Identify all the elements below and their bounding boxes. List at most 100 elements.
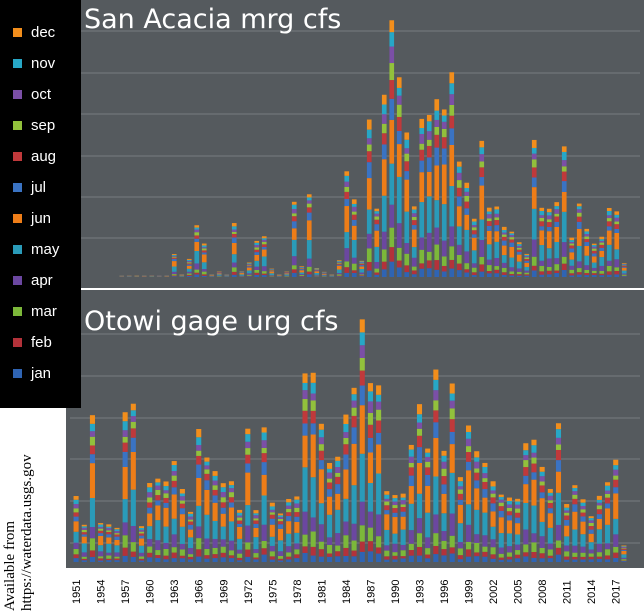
otowi-bar-2009-apr: [547, 543, 553, 550]
san-acacia-bar-2005-mar: [524, 272, 530, 275]
otowi-bar-1997-may: [449, 472, 455, 514]
san-acacia-bar-1985-jun: [374, 230, 380, 247]
san-acacia-bar-1991-aug: [419, 149, 425, 161]
san-acacia-bar-1969-aug: [254, 249, 260, 253]
san-acacia-bar-1988-jul: [396, 130, 402, 145]
san-acacia-bar-1969-mar: [254, 269, 260, 273]
otowi-bar-2012-mar: [572, 552, 578, 557]
otowi-bar-2018-feb: [621, 560, 627, 562]
otowi-bar-1984-mar: [343, 535, 349, 548]
legend-swatch-sep: [13, 120, 22, 130]
san-acacia-bar-1980-jun: [336, 265, 342, 270]
otowi-bar-2005-nov: [515, 501, 521, 505]
otowi-bar-2011-nov: [564, 507, 570, 511]
san-acacia-bar-1995-feb: [449, 259, 455, 269]
san-acacia-bar-1980-feb: [336, 275, 342, 277]
otowi-bar-1969-apr: [220, 539, 226, 547]
san-acacia-bar-1962-jun: [201, 254, 207, 263]
otowi-bar-1968-may: [212, 520, 218, 539]
otowi-bar-2011-jul: [564, 519, 570, 526]
san-acacia-bar-1970-aug: [261, 244, 267, 247]
x-tick-label-1993: 1993: [415, 580, 427, 604]
otowi-bar-2003-mar: [498, 553, 504, 558]
otowi-bar-1986-nov: [359, 332, 365, 346]
otowi-bar-1959-mar: [138, 556, 145, 559]
san-acacia-bar-1997-aug: [464, 201, 470, 209]
otowi-bar-1959-sep: [138, 531, 145, 534]
san-acacia-bar-1977-may: [314, 273, 320, 275]
san-acacia-bar-1992-apr: [426, 232, 432, 252]
san-acacia-bar-1960-apr: [186, 271, 192, 274]
otowi-bar-1989-jan: [384, 559, 390, 562]
otowi-bar-1983-feb: [335, 551, 341, 557]
otowi-bar-1964-jan: [179, 558, 185, 562]
otowi-bar-1972-mar: [245, 542, 251, 550]
san-acacia-bar-1974-nov: [291, 204, 297, 209]
san-acacia-bar-2000-sep: [486, 218, 492, 222]
otowi-bar-1952-jul: [81, 534, 87, 537]
otowi-bar-1958-aug: [130, 428, 136, 438]
san-acacia-bar-1999-mar: [479, 256, 485, 265]
san-acacia-bar-1961-jan: [194, 274, 200, 277]
san-acacia-bar-1998-jan: [471, 275, 477, 277]
san-acacia-bar-2005-apr: [524, 270, 530, 273]
otowi-bar-1989-nov: [384, 494, 390, 499]
otowi-bar-2013-mar: [580, 552, 586, 557]
otowi-bar-2009-mar: [547, 549, 553, 556]
san-acacia-bar-2015-apr: [599, 265, 605, 271]
otowi-bar-1959-jan: [138, 560, 145, 562]
otowi-bar-1991-mar: [400, 550, 406, 557]
san-acacia-bar-1987-may: [389, 163, 395, 205]
otowi-bar-2006-nov: [523, 450, 529, 456]
san-acacia-bar-2016-jul: [606, 226, 612, 231]
otowi-bar-2008-sep: [539, 481, 545, 486]
san-acacia-bar-2018-may: [621, 270, 627, 274]
otowi-bar-1999-jun: [466, 470, 472, 505]
otowi-bar-1994-jan: [425, 558, 431, 562]
otowi-bar-1991-jan: [400, 558, 406, 562]
san-acacia-bar-2018-nov: [621, 263, 627, 265]
otowi-bar-2007-jul: [531, 472, 537, 480]
otowi-bar-1952-mar: [81, 556, 87, 559]
san-acacia-bar-2010-jul: [561, 181, 567, 192]
san-acacia-bar-1974-dec: [291, 201, 297, 205]
otowi-bar-1954-oct: [98, 526, 104, 529]
san-acacia-bar-1958-nov: [171, 255, 177, 256]
san-acacia-bar-2018-apr: [621, 273, 627, 275]
otowi-bar-1967-mar: [204, 548, 210, 556]
x-tick-label-1981: 1981: [316, 580, 328, 604]
san-acacia-bar-1999-sep: [479, 161, 485, 168]
san-acacia-bar-2008-jun: [546, 231, 552, 249]
otowi-bar-1972-jun: [245, 472, 251, 506]
otowi-bar-1966-jun: [196, 477, 202, 506]
otowi-bar-1983-sep: [335, 472, 341, 477]
san-acacia-bar-2001-sep: [494, 217, 500, 221]
san-acacia-bar-2008-mar: [546, 266, 552, 271]
otowi-bar-1955-apr: [106, 552, 112, 556]
otowi-bar-1981-aug: [318, 450, 324, 461]
san-acacia-bar-1971-aug: [269, 270, 275, 271]
san-acacia-bar-1961-mar: [194, 269, 200, 273]
otowi-bar-1952-may: [81, 543, 87, 553]
otowi-bar-1993-may: [416, 493, 423, 519]
san-acacia-bar-1988-jan: [396, 267, 402, 277]
san-acacia-bar-2011-sep: [569, 243, 575, 246]
san-acacia-bar-1976-jul: [306, 212, 312, 221]
san-acacia-bar-2003-jul: [509, 242, 515, 247]
otowi-bar-1969-aug: [220, 502, 226, 508]
otowi-bar-2001-mar: [482, 546, 488, 552]
san-acacia-bar-1993-jun: [434, 165, 440, 201]
otowi-bar-1989-dec: [384, 491, 390, 495]
otowi-bar-1970-nov: [228, 485, 234, 489]
otowi-bar-1951-dec: [73, 496, 79, 500]
otowi-bar-1979-sep: [302, 399, 308, 411]
otowi-bar-1999-aug: [466, 452, 472, 462]
otowi-bar-2018-nov: [621, 546, 627, 548]
san-acacia-bar-2015-sep: [599, 242, 605, 245]
san-acacia-bar-2004-apr: [516, 268, 522, 272]
san-acacia-bar-1999-apr: [479, 239, 485, 257]
san-acacia-bar-2011-apr: [569, 265, 575, 270]
san-acacia-bar-2013-apr: [584, 265, 590, 270]
x-tick-label-2002: 2002: [488, 580, 500, 604]
otowi-bar-2008-dec: [539, 466, 545, 472]
